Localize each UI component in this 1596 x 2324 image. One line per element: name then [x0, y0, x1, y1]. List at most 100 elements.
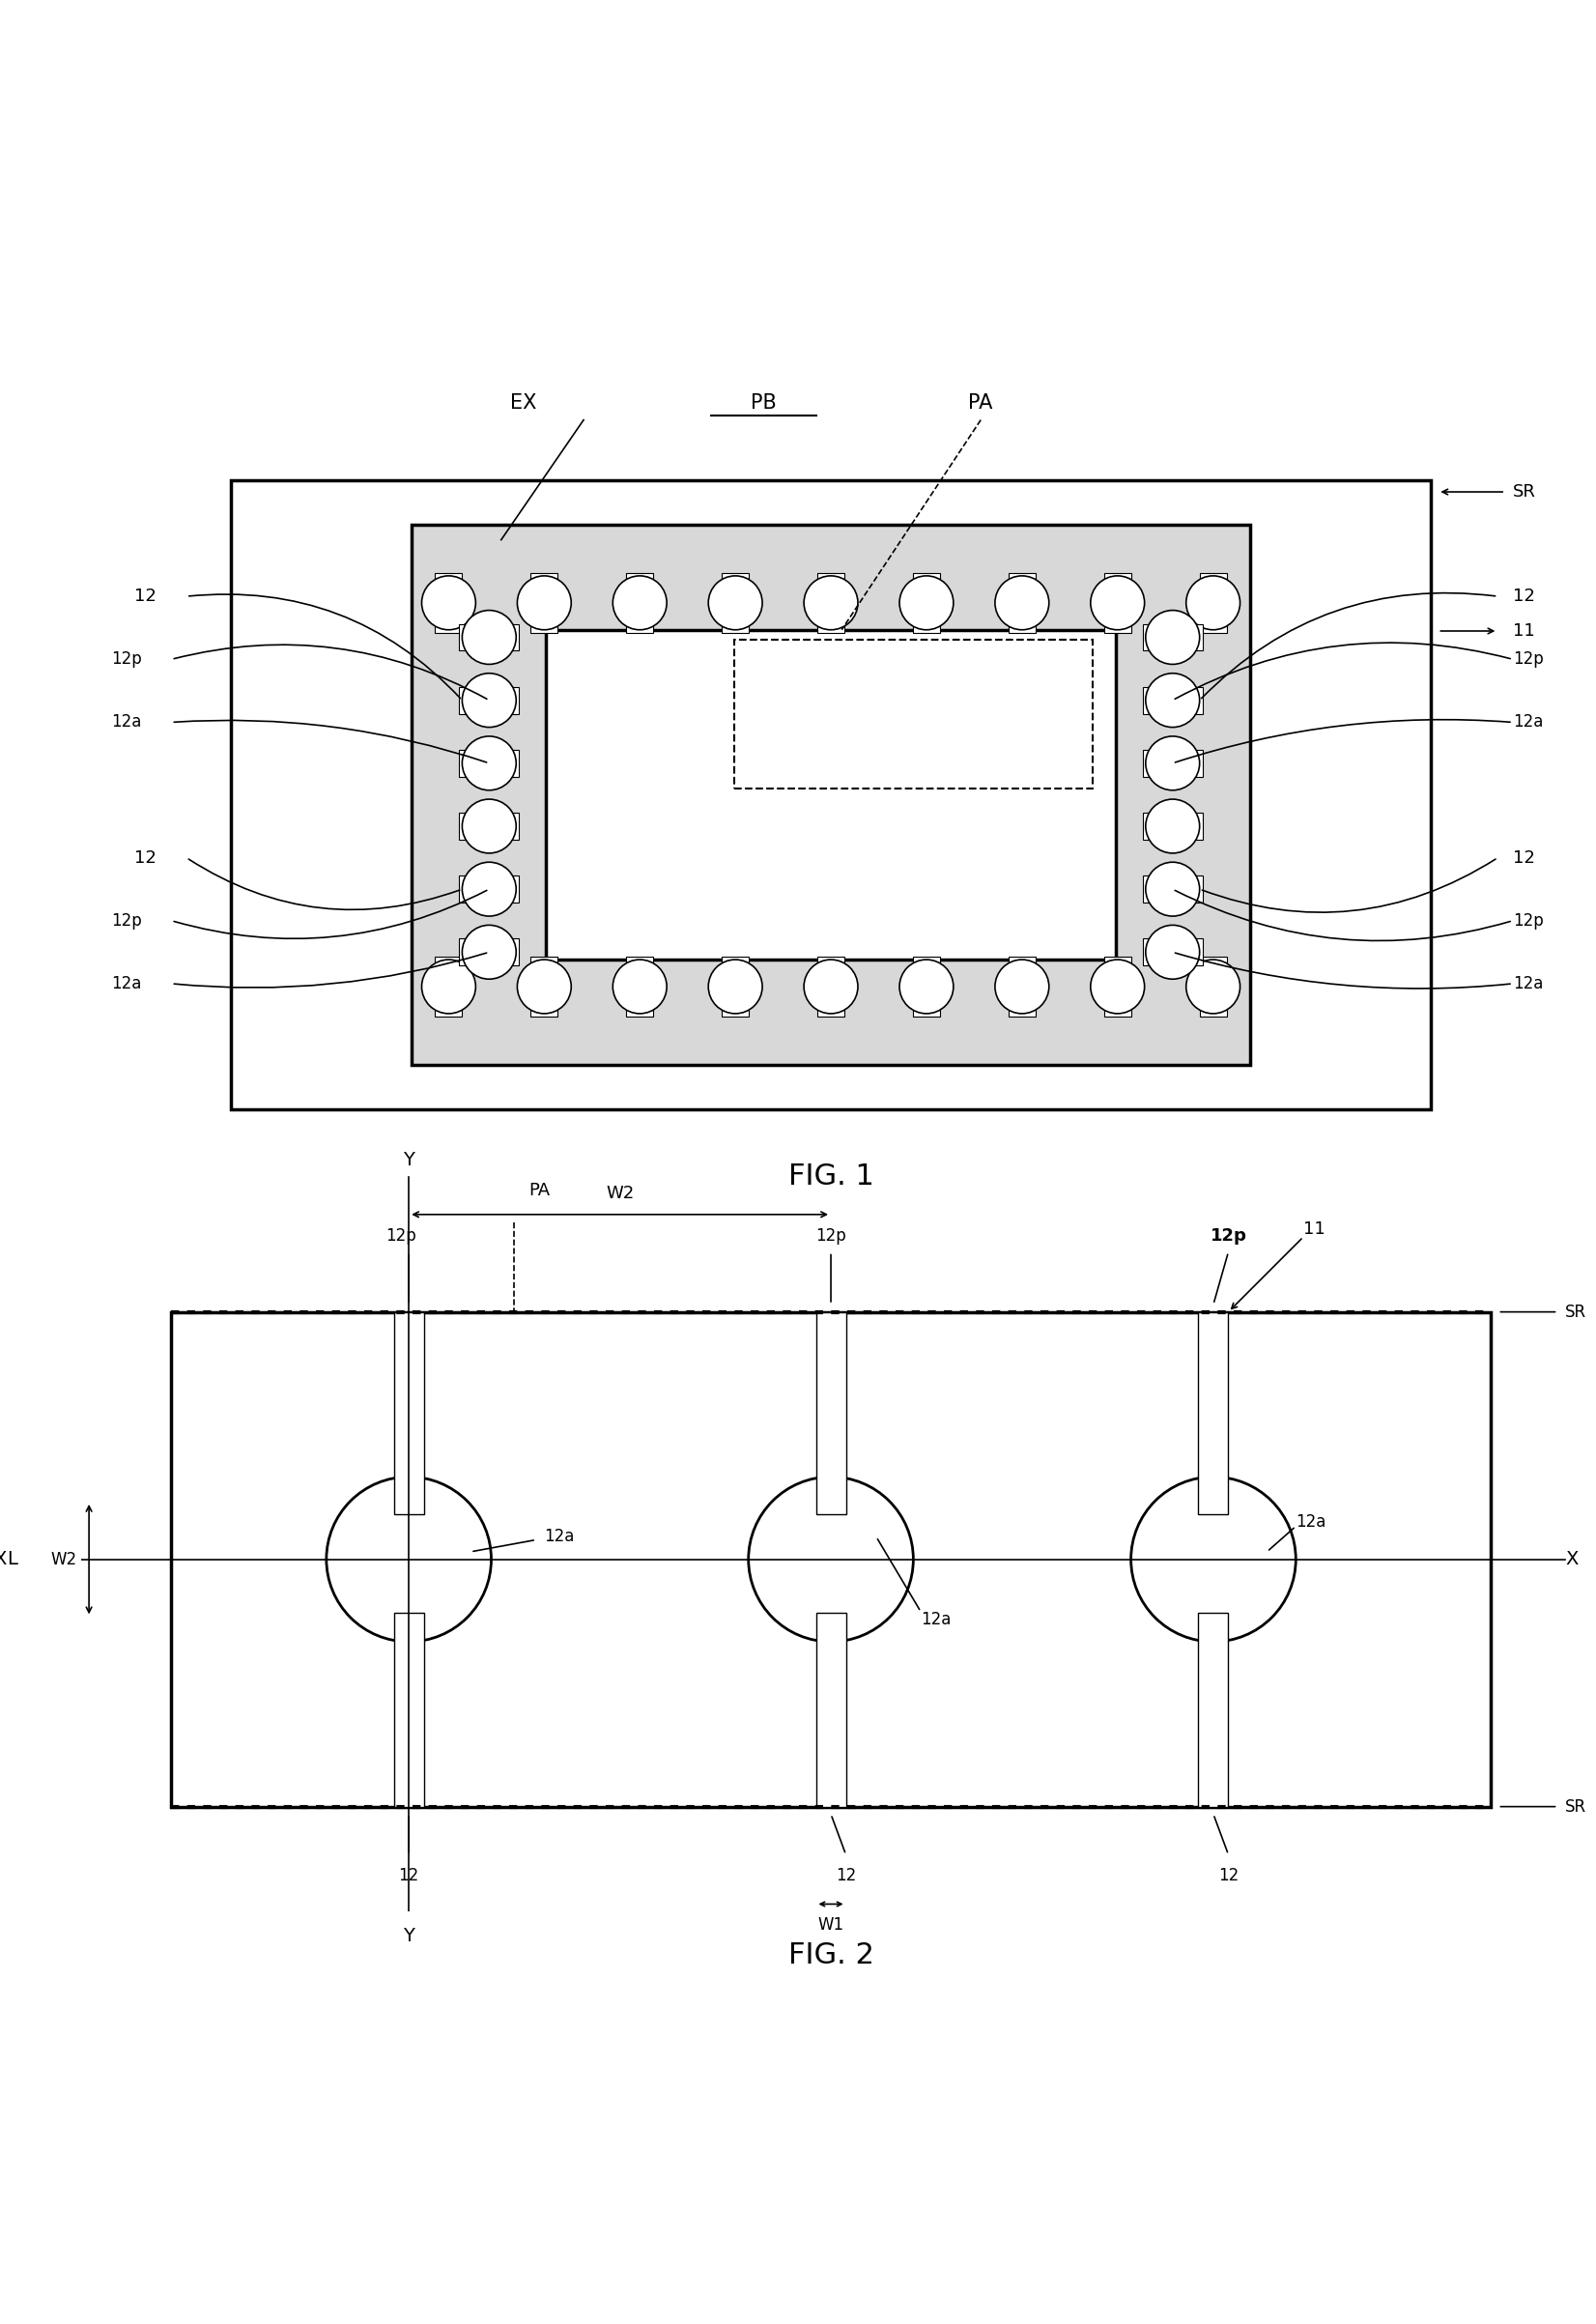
- Circle shape: [463, 925, 516, 978]
- Bar: [171, 1313, 1491, 1806]
- Bar: [460, 939, 519, 964]
- Bar: [460, 813, 519, 839]
- Text: SR: SR: [1513, 483, 1535, 500]
- Bar: [460, 751, 519, 776]
- Text: 12: 12: [836, 1866, 855, 1885]
- Circle shape: [1186, 960, 1240, 1013]
- Text: X: X: [0, 1550, 6, 1569]
- Circle shape: [709, 576, 763, 630]
- Text: FIG. 1: FIG. 1: [788, 1162, 875, 1190]
- Bar: [913, 957, 940, 1016]
- Circle shape: [900, 576, 953, 630]
- Bar: [436, 957, 463, 1016]
- Bar: [1200, 572, 1227, 632]
- Text: 12p: 12p: [110, 911, 142, 930]
- Text: SR: SR: [1566, 1799, 1586, 1815]
- Text: FIG. 2: FIG. 2: [788, 1941, 875, 1968]
- Bar: [817, 572, 844, 632]
- Circle shape: [804, 576, 859, 630]
- Text: 12p: 12p: [816, 1227, 846, 1243]
- Circle shape: [326, 1476, 492, 1641]
- Circle shape: [1132, 1476, 1296, 1641]
- Circle shape: [1146, 611, 1200, 665]
- Circle shape: [463, 611, 516, 665]
- Bar: [412, 525, 1251, 1064]
- Text: 12: 12: [399, 1866, 420, 1885]
- Text: PA: PA: [969, 393, 993, 411]
- Bar: [1104, 957, 1132, 1016]
- Bar: [460, 876, 519, 902]
- Circle shape: [421, 576, 476, 630]
- Bar: [436, 572, 463, 632]
- Circle shape: [1146, 737, 1200, 790]
- Circle shape: [517, 576, 571, 630]
- Text: 12a: 12a: [921, 1611, 951, 1627]
- Bar: [531, 572, 557, 632]
- Bar: [231, 479, 1430, 1109]
- Circle shape: [1146, 799, 1200, 853]
- Bar: [546, 630, 1116, 960]
- Circle shape: [1146, 925, 1200, 978]
- Circle shape: [463, 674, 516, 727]
- Bar: [734, 639, 1093, 788]
- Bar: [1143, 623, 1202, 651]
- Circle shape: [421, 960, 476, 1013]
- Bar: [394, 1613, 425, 1806]
- Text: 12a: 12a: [544, 1529, 575, 1545]
- Circle shape: [463, 737, 516, 790]
- Bar: [626, 572, 653, 632]
- Text: Y: Y: [404, 1150, 415, 1169]
- Bar: [721, 957, 749, 1016]
- Text: SR: SR: [1566, 1304, 1586, 1320]
- Circle shape: [1146, 862, 1200, 916]
- Text: 12p: 12p: [1210, 1227, 1246, 1243]
- Bar: [1200, 957, 1227, 1016]
- Text: 12p: 12p: [386, 1227, 417, 1243]
- Text: 12p: 12p: [1513, 911, 1543, 930]
- Circle shape: [1146, 674, 1200, 727]
- Bar: [1143, 876, 1202, 902]
- Text: 12a: 12a: [112, 974, 142, 992]
- Circle shape: [517, 960, 571, 1013]
- Text: 12: 12: [1218, 1866, 1238, 1885]
- Circle shape: [709, 960, 763, 1013]
- Text: 11: 11: [1513, 623, 1535, 639]
- Text: 12: 12: [1513, 588, 1535, 604]
- Bar: [1143, 751, 1202, 776]
- Bar: [531, 957, 557, 1016]
- Bar: [1199, 1613, 1229, 1806]
- Text: 12: 12: [134, 588, 156, 604]
- Bar: [721, 572, 749, 632]
- Circle shape: [749, 1476, 913, 1641]
- Text: 12p: 12p: [1513, 651, 1543, 667]
- Bar: [816, 1313, 846, 1513]
- Bar: [460, 688, 519, 713]
- Text: W2: W2: [606, 1185, 634, 1202]
- Text: 12p: 12p: [110, 651, 142, 667]
- Text: X: X: [1566, 1550, 1578, 1569]
- Bar: [1199, 1313, 1229, 1513]
- Circle shape: [1090, 960, 1144, 1013]
- Circle shape: [900, 960, 953, 1013]
- Circle shape: [994, 960, 1049, 1013]
- Text: 12: 12: [1513, 848, 1535, 867]
- Text: L: L: [6, 1550, 18, 1569]
- Circle shape: [994, 576, 1049, 630]
- Bar: [626, 957, 653, 1016]
- Bar: [1143, 688, 1202, 713]
- Text: 12a: 12a: [1513, 974, 1543, 992]
- Text: PA: PA: [528, 1183, 551, 1199]
- Text: EX: EX: [511, 393, 536, 411]
- Bar: [1009, 572, 1036, 632]
- Circle shape: [463, 799, 516, 853]
- Circle shape: [804, 960, 859, 1013]
- Circle shape: [1090, 576, 1144, 630]
- Bar: [1104, 572, 1132, 632]
- Text: Y: Y: [404, 1927, 415, 1945]
- Circle shape: [613, 576, 667, 630]
- Bar: [1143, 939, 1202, 964]
- Circle shape: [1186, 576, 1240, 630]
- Bar: [817, 957, 844, 1016]
- Bar: [1143, 813, 1202, 839]
- Bar: [394, 1313, 425, 1513]
